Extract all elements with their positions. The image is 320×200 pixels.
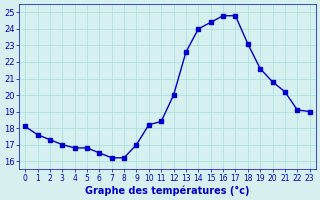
X-axis label: Graphe des températures (°c): Graphe des températures (°c)	[85, 185, 250, 196]
